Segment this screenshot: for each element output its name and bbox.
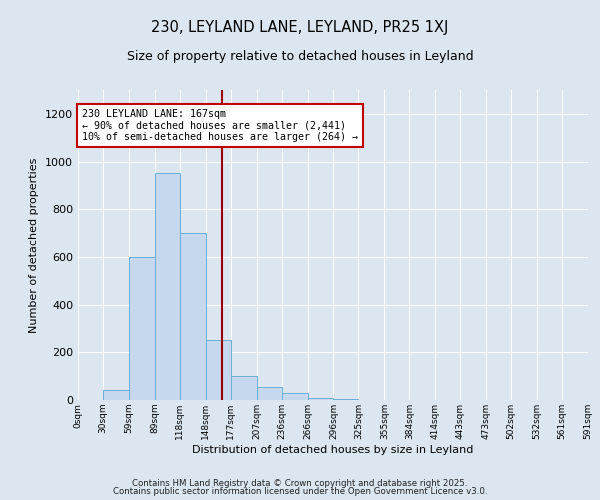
X-axis label: Distribution of detached houses by size in Leyland: Distribution of detached houses by size … — [193, 444, 473, 454]
Text: Contains public sector information licensed under the Open Government Licence v3: Contains public sector information licen… — [113, 487, 487, 496]
Bar — [180, 233, 206, 400]
Bar — [103, 390, 129, 400]
Text: 230, LEYLAND LANE, LEYLAND, PR25 1XJ: 230, LEYLAND LANE, LEYLAND, PR25 1XJ — [151, 20, 449, 35]
Text: 230 LEYLAND LANE: 167sqm
← 90% of detached houses are smaller (2,441)
10% of sem: 230 LEYLAND LANE: 167sqm ← 90% of detach… — [82, 109, 358, 142]
Text: Contains HM Land Registry data © Crown copyright and database right 2025.: Contains HM Land Registry data © Crown c… — [132, 478, 468, 488]
Bar — [308, 398, 334, 400]
Bar — [155, 174, 180, 400]
Bar — [206, 340, 231, 400]
Bar — [231, 376, 257, 400]
Bar — [257, 387, 281, 400]
Bar — [281, 393, 308, 400]
Text: Size of property relative to detached houses in Leyland: Size of property relative to detached ho… — [127, 50, 473, 63]
Y-axis label: Number of detached properties: Number of detached properties — [29, 158, 40, 332]
Bar — [129, 257, 155, 400]
Bar — [334, 399, 358, 400]
